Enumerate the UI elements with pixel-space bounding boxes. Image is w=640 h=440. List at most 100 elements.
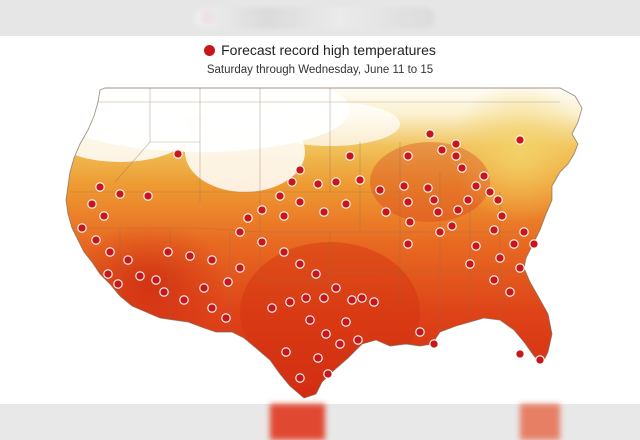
record-high-marker xyxy=(429,195,439,205)
record-high-marker xyxy=(347,295,357,305)
record-high-marker xyxy=(281,347,291,357)
record-high-marker xyxy=(495,253,505,263)
record-high-marker xyxy=(295,373,305,383)
record-high-marker xyxy=(529,239,539,249)
record-high-marker xyxy=(405,217,415,227)
record-high-marker xyxy=(429,339,439,349)
record-high-marker xyxy=(437,145,447,155)
record-high-marker xyxy=(143,191,153,201)
record-high-marker xyxy=(113,279,123,289)
record-high-marker xyxy=(235,227,245,237)
record-high-marker xyxy=(173,149,183,159)
blurred-strip-fragment xyxy=(270,404,325,440)
record-high-marker xyxy=(423,183,433,193)
record-high-marker xyxy=(279,247,289,257)
record-high-marker xyxy=(295,165,305,175)
record-high-marker xyxy=(87,199,97,209)
record-high-marker xyxy=(355,175,365,185)
record-high-marker xyxy=(221,313,231,323)
record-high-marker xyxy=(313,353,323,363)
record-high-marker xyxy=(485,187,495,197)
record-high-marker xyxy=(207,255,217,265)
record-high-marker xyxy=(151,275,161,285)
record-high-marker xyxy=(497,211,507,221)
record-high-marker xyxy=(77,223,87,233)
record-high-marker xyxy=(285,297,295,307)
record-high-marker xyxy=(91,235,101,245)
record-high-marker xyxy=(399,181,409,191)
record-high-marker xyxy=(103,269,113,279)
map-header xyxy=(0,36,640,82)
record-high-marker xyxy=(493,195,503,205)
record-high-marker xyxy=(453,205,463,215)
record-high-marker xyxy=(123,255,133,265)
record-high-marker xyxy=(301,293,311,303)
record-high-marker xyxy=(353,335,363,345)
record-high-marker xyxy=(375,185,385,195)
record-high-marker xyxy=(435,227,445,237)
record-high-marker xyxy=(257,205,267,215)
record-high-marker xyxy=(207,303,217,313)
record-high-marker xyxy=(95,182,105,192)
record-high-marker xyxy=(287,177,297,187)
record-high-marker xyxy=(425,129,435,139)
record-high-marker xyxy=(305,315,315,325)
record-high-marker xyxy=(115,189,125,199)
record-high-marker xyxy=(185,251,195,261)
record-high-marker xyxy=(515,263,525,273)
record-high-marker xyxy=(331,177,341,187)
record-high-marker xyxy=(463,195,473,205)
record-high-marker xyxy=(451,139,461,149)
record-high-marker xyxy=(345,151,355,161)
us-heat-map xyxy=(65,87,583,399)
record-high-marker xyxy=(199,283,209,293)
record-high-marker xyxy=(295,197,305,207)
record-high-marker xyxy=(471,241,481,251)
record-high-marker xyxy=(403,197,413,207)
legend: Forecast record high temperatures xyxy=(0,42,640,58)
record-high-dot-icon xyxy=(204,44,216,56)
record-high-marker xyxy=(275,191,285,201)
record-high-marker xyxy=(489,225,499,235)
record-high-marker xyxy=(99,211,109,221)
record-high-marker xyxy=(447,221,457,231)
record-high-marker xyxy=(505,287,515,297)
blurred-title xyxy=(195,7,435,29)
record-high-marker xyxy=(163,247,173,257)
record-high-marker xyxy=(223,277,233,287)
record-high-marker xyxy=(369,297,379,307)
record-high-marker xyxy=(515,135,525,145)
legend-label: Forecast record high temperatures xyxy=(221,42,436,58)
record-high-marker xyxy=(403,239,413,249)
record-high-marker xyxy=(479,171,489,181)
state-borders xyxy=(70,88,560,332)
record-high-marker xyxy=(341,317,351,327)
record-high-marker xyxy=(341,199,351,209)
record-high-marker xyxy=(465,259,475,269)
record-high-marker xyxy=(243,213,253,223)
record-high-marker xyxy=(403,151,413,161)
record-high-marker xyxy=(267,303,277,313)
record-high-marker xyxy=(135,271,145,281)
record-high-marker xyxy=(319,207,329,217)
record-high-marker xyxy=(457,163,467,173)
record-high-marker xyxy=(335,339,345,349)
record-high-marker xyxy=(279,211,289,221)
record-high-marker xyxy=(471,181,481,191)
record-high-marker xyxy=(311,269,321,279)
record-high-marker xyxy=(433,207,443,217)
record-high-marker xyxy=(535,355,545,365)
record-high-marker xyxy=(509,239,519,249)
record-high-marker xyxy=(331,283,341,293)
record-high-marker xyxy=(381,207,391,217)
record-high-marker xyxy=(257,237,267,247)
record-high-marker xyxy=(415,327,425,337)
record-high-marker xyxy=(451,151,461,161)
record-high-marker xyxy=(519,227,529,237)
record-high-marker xyxy=(159,287,169,297)
record-high-marker xyxy=(179,295,189,305)
record-high-marker xyxy=(357,293,367,303)
record-high-marker xyxy=(319,293,329,303)
record-high-marker xyxy=(313,179,323,189)
date-range-subtitle: Saturday through Wednesday, June 11 to 1… xyxy=(206,64,434,76)
